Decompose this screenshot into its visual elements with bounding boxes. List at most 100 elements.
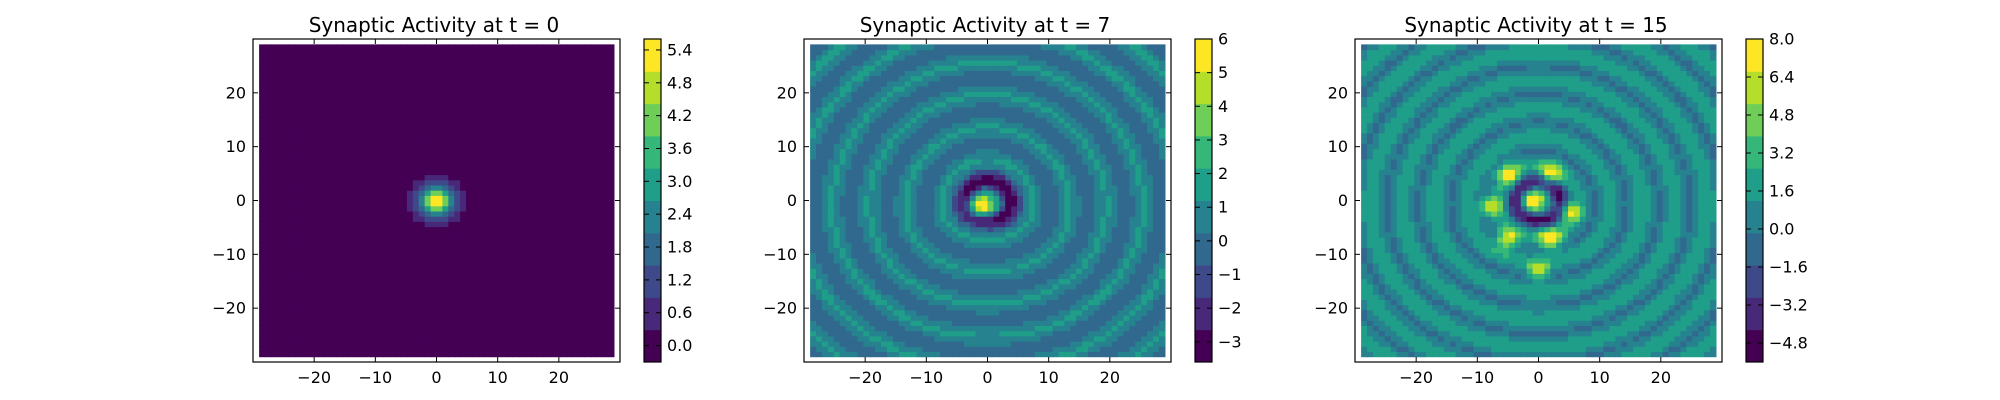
heatmap-cell: [412, 179, 420, 186]
heatmap-cell: [466, 325, 473, 332]
heatmap-cell: [353, 200, 361, 207]
heatmap-cell: [401, 91, 408, 98]
heatmap-cell: [554, 221, 562, 228]
colorbar-band: [644, 297, 661, 331]
heatmap-cell: [607, 106, 615, 113]
heatmap-cell: [401, 210, 408, 217]
heatmap-cell: [827, 195, 835, 202]
heatmap-cell: [869, 179, 876, 186]
heatmap-cell: [318, 158, 325, 165]
heatmap-cell: [566, 132, 574, 139]
heatmap-cell: [578, 325, 585, 332]
heatmap-cell: [436, 174, 444, 181]
heatmap-cell: [827, 190, 835, 196]
heatmap-cell: [839, 59, 847, 66]
heatmap-cell: [347, 59, 355, 66]
heatmap-cell: [312, 200, 319, 207]
heatmap-cell: [869, 101, 876, 108]
heatmap-cell: [572, 122, 579, 129]
heatmap-cell: [365, 174, 373, 181]
heatmap-cell: [306, 257, 313, 264]
heatmap-cell: [324, 59, 331, 66]
heatmap-cell: [365, 299, 373, 306]
heatmap-cell: [495, 179, 503, 186]
heatmap-cell: [335, 210, 343, 217]
heatmap-cell: [270, 138, 278, 144]
heatmap-cell: [424, 86, 432, 92]
heatmap-cell: [892, 101, 900, 108]
heatmap-cell: [916, 346, 924, 353]
heatmap-cell: [922, 247, 929, 254]
colorbar-tick-label: 1.2: [667, 270, 692, 289]
heatmap-cell: [282, 174, 290, 181]
heatmap-cell: [886, 283, 894, 290]
heatmap-cell: [412, 283, 420, 290]
heatmap-cell: [477, 179, 485, 186]
heatmap-cell: [537, 138, 544, 144]
heatmap-cell: [294, 231, 302, 238]
heatmap-cell: [477, 44, 485, 51]
heatmap-cell: [495, 143, 503, 150]
heatmap-cell: [590, 200, 597, 207]
heatmap-cell: [265, 262, 272, 269]
heatmap-cell: [288, 262, 296, 269]
heatmap-cell: [501, 262, 509, 269]
heatmap-cell: [365, 54, 373, 61]
heatmap-cell: [359, 179, 367, 186]
heatmap-cell: [489, 132, 497, 139]
heatmap-cell: [371, 262, 378, 269]
heatmap-cell: [851, 96, 859, 103]
heatmap-cell: [294, 236, 302, 243]
heatmap-cell: [430, 132, 438, 139]
heatmap-cell: [554, 65, 562, 71]
heatmap-cell: [910, 341, 918, 347]
heatmap-cell: [306, 49, 313, 56]
heatmap-cell: [460, 138, 467, 144]
heatmap-cell: [276, 283, 284, 290]
colorbar-tick-label: 2.4: [667, 205, 692, 224]
heatmap-cell: [312, 143, 319, 150]
heatmap-cell: [454, 65, 461, 71]
heatmap-cell: [460, 309, 467, 316]
heatmap-cell: [466, 44, 473, 51]
heatmap-cell: [265, 143, 272, 150]
heatmap-cell: [341, 101, 349, 108]
heatmap-cell: [436, 158, 444, 165]
heatmap-cell: [359, 330, 367, 337]
heatmap-cell: [265, 179, 272, 186]
heatmap-cell: [442, 169, 449, 176]
heatmap-cell: [810, 174, 817, 181]
heatmap-cell: [904, 320, 912, 326]
heatmap-cell: [531, 143, 538, 150]
heatmap-cell: [359, 164, 367, 170]
heatmap-cell: [507, 153, 514, 160]
heatmap-cell: [335, 54, 343, 61]
heatmap-cell: [839, 106, 847, 113]
heatmap-cell: [928, 314, 935, 321]
heatmap-cell: [898, 70, 906, 77]
heatmap-cell: [359, 184, 367, 191]
heatmap-cell: [259, 335, 266, 342]
heatmap-cell: [554, 341, 562, 347]
heatmap-cell: [442, 158, 449, 165]
heatmap-cell: [875, 148, 882, 155]
heatmap-cell: [483, 299, 491, 306]
heatmap-cell: [513, 231, 520, 238]
heatmap-cell: [560, 138, 568, 144]
heatmap-cell: [377, 75, 384, 82]
heatmap-cell: [537, 236, 544, 243]
heatmap-cell: [572, 169, 579, 176]
heatmap-cell: [483, 268, 491, 274]
heatmap-cell: [566, 70, 574, 77]
heatmap-cell: [330, 158, 337, 165]
heatmap-cell: [910, 268, 918, 274]
heatmap-cell: [833, 341, 841, 347]
heatmap-cell: [572, 236, 579, 243]
heatmap-cell: [276, 226, 284, 233]
heatmap-cell: [383, 148, 390, 155]
heatmap-cell: [898, 304, 906, 311]
x-tick-label: 0: [431, 368, 441, 387]
heatmap-cell: [857, 101, 864, 108]
heatmap-cell: [259, 242, 266, 248]
heatmap-cell: [466, 65, 473, 71]
